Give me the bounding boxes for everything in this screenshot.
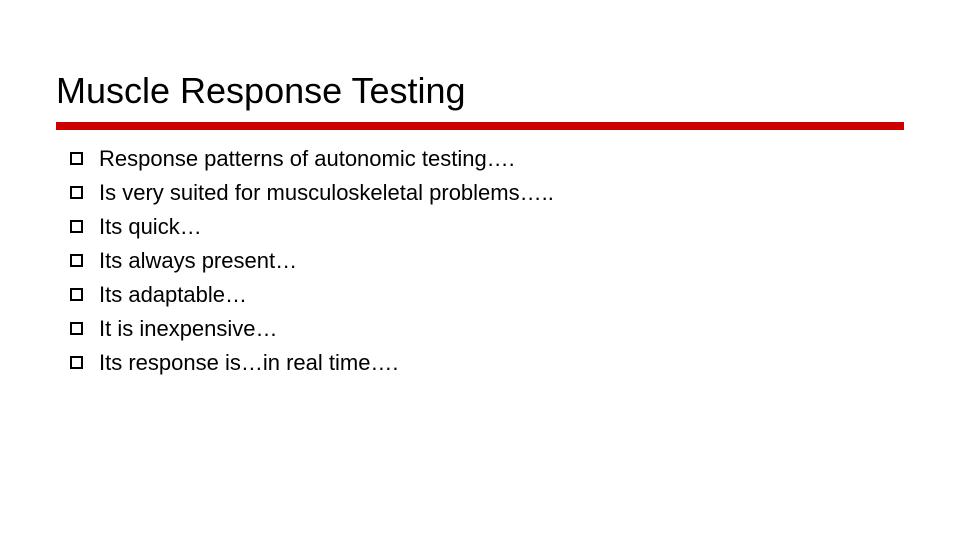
list-item: Its response is…in real time…. bbox=[70, 348, 890, 378]
square-bullet-icon bbox=[70, 186, 83, 199]
slide: Muscle Response Testing Response pattern… bbox=[0, 0, 960, 540]
square-bullet-icon bbox=[70, 220, 83, 233]
list-item-text: Is very suited for musculoskeletal probl… bbox=[99, 178, 554, 208]
square-bullet-icon bbox=[70, 288, 83, 301]
list-item-text: Its adaptable… bbox=[99, 280, 247, 310]
list-item-text: Response patterns of autonomic testing…. bbox=[99, 144, 515, 174]
square-bullet-icon bbox=[70, 152, 83, 165]
list-item-text: It is inexpensive… bbox=[99, 314, 278, 344]
list-item-text: Its response is…in real time…. bbox=[99, 348, 399, 378]
list-item-text: Its quick… bbox=[99, 212, 202, 242]
list-item: It is inexpensive… bbox=[70, 314, 890, 344]
title-underline bbox=[56, 122, 904, 130]
square-bullet-icon bbox=[70, 356, 83, 369]
list-item: Its quick… bbox=[70, 212, 890, 242]
list-item: Its always present… bbox=[70, 246, 890, 276]
slide-title: Muscle Response Testing bbox=[56, 70, 466, 112]
square-bullet-icon bbox=[70, 254, 83, 267]
list-item: Response patterns of autonomic testing…. bbox=[70, 144, 890, 174]
bullet-list: Response patterns of autonomic testing….… bbox=[70, 144, 890, 382]
list-item: Its adaptable… bbox=[70, 280, 890, 310]
square-bullet-icon bbox=[70, 322, 83, 335]
list-item: Is very suited for musculoskeletal probl… bbox=[70, 178, 890, 208]
list-item-text: Its always present… bbox=[99, 246, 297, 276]
